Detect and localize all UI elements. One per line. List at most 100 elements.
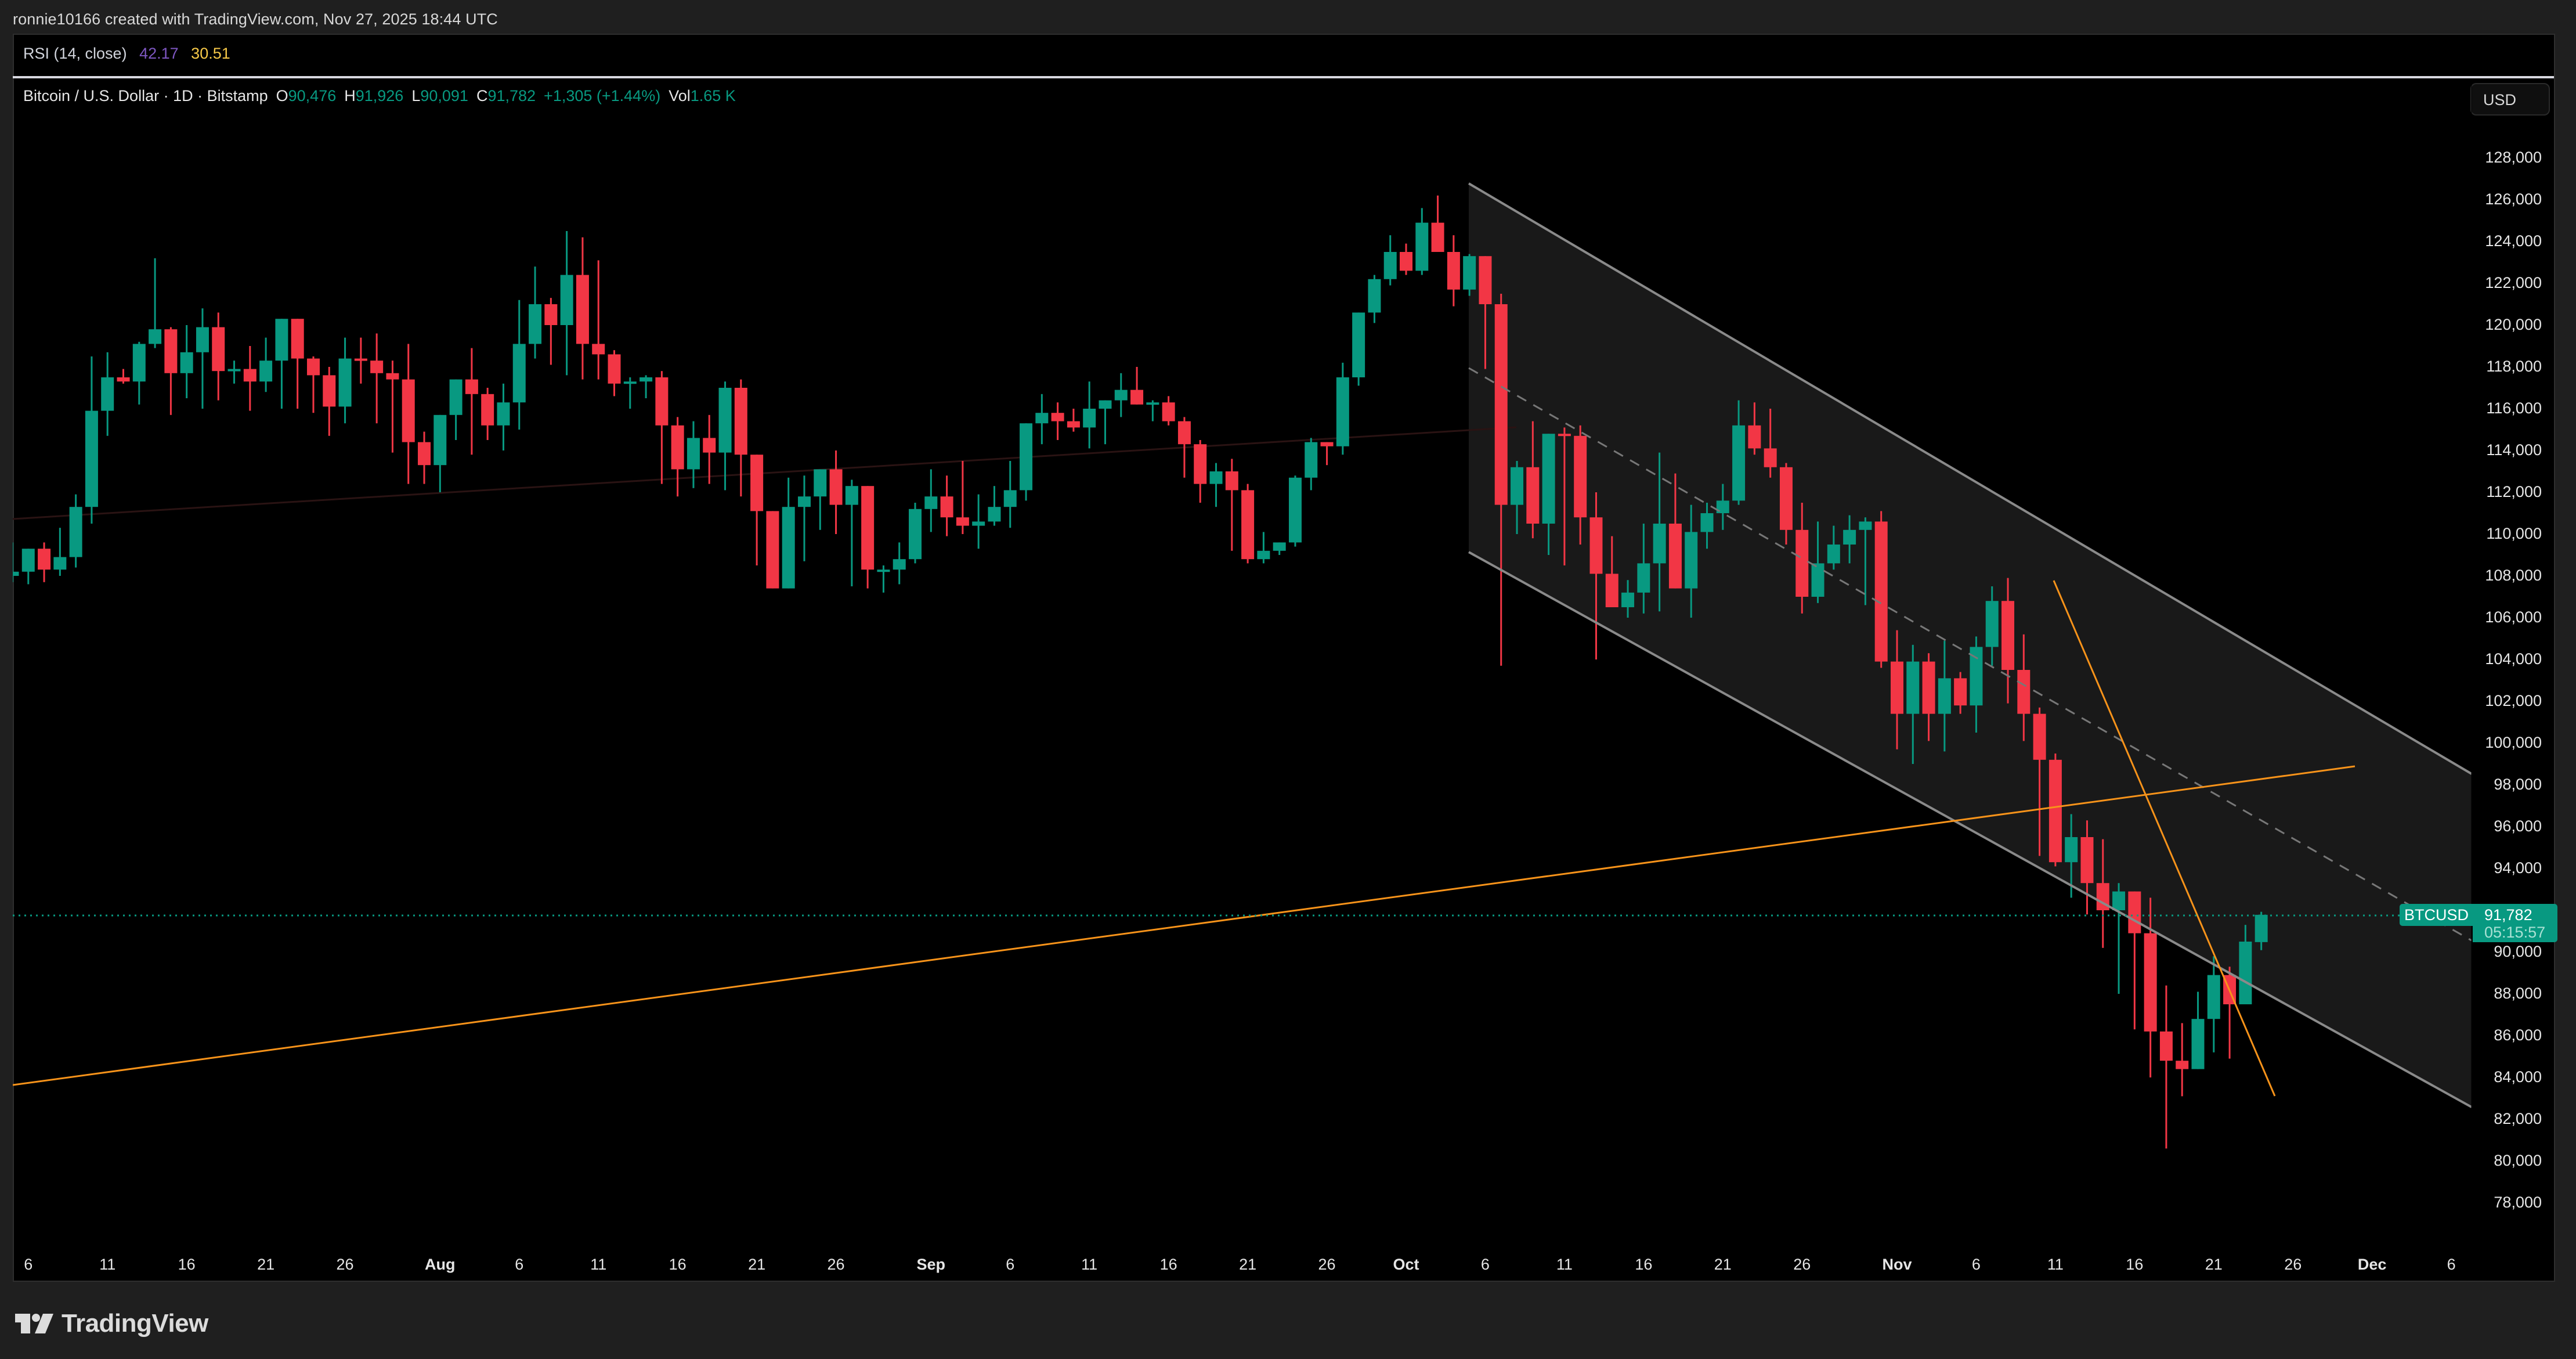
candle-up[interactable] [687,438,700,470]
candle-up[interactable] [845,486,858,505]
candle-up[interactable] [797,496,811,507]
candle-down[interactable] [1431,222,1444,252]
candle-down[interactable] [2144,933,2157,1032]
candle-down[interactable] [2017,670,2031,714]
orange-trendline-steep[interactable] [2053,580,2276,1097]
candle-down[interactable] [1494,304,1508,505]
candle-up[interactable] [1336,377,1349,446]
rsi-pane[interactable]: RSI (14, close) 42.17 30.51 [13,35,2554,75]
candle-down[interactable] [164,329,178,373]
candle-down[interactable] [703,438,716,453]
candle-up[interactable] [2112,891,2126,910]
candle-down[interactable] [671,425,684,470]
candle-up[interactable] [1083,409,1096,428]
candle-down[interactable] [1067,421,1080,428]
candle-down[interactable] [1779,467,1793,530]
candle-down[interactable] [418,442,431,466]
candle-up[interactable] [1099,400,1112,409]
candle-down[interactable] [956,517,969,526]
candle-down[interactable] [592,344,605,355]
candle-down[interactable] [655,377,669,426]
orange-trendline-long[interactable] [13,765,2355,1086]
candle-down[interactable] [1400,252,1412,271]
candle-down[interactable] [861,486,875,570]
candle-down[interactable] [354,358,367,361]
candle-up[interactable] [149,329,162,344]
candle-up[interactable] [275,319,288,361]
candle-up[interactable] [1970,647,1983,706]
candle-up[interactable] [1257,550,1270,560]
candle-down[interactable] [2033,713,2046,760]
candle-up[interactable] [1003,490,1017,507]
candle-down[interactable] [1605,574,1618,607]
candle-up[interactable] [1700,513,1714,532]
candle-down[interactable] [1574,435,1587,518]
candle-down[interactable] [0,549,3,576]
candle-up[interactable] [988,507,1001,522]
candle-up[interactable] [497,402,510,426]
candle-down[interactable] [1954,678,1967,706]
candle-up[interactable] [1368,279,1381,313]
candle-up[interactable] [449,379,463,415]
candle-down[interactable] [306,358,320,376]
candle-down[interactable] [1479,256,1492,304]
candle-up[interactable] [1305,442,1318,478]
candle-up[interactable] [1843,529,1856,545]
candle-down[interactable] [370,361,384,373]
candle-up[interactable] [259,361,273,382]
candle-up[interactable] [1811,563,1824,597]
candle-down[interactable] [1526,467,1540,524]
candle-down[interactable] [243,369,256,382]
candle-up[interactable] [1415,222,1429,271]
candle-up[interactable] [1938,678,1951,714]
candle-up[interactable] [132,344,146,382]
candle-down[interactable] [1890,661,1903,714]
candle-up[interactable] [1209,471,1223,484]
candle-down[interactable] [323,375,336,407]
candle-down[interactable] [766,511,779,589]
candle-up[interactable] [1621,592,1635,607]
candle-down[interactable] [734,388,747,455]
candle-down[interactable] [2001,601,2015,670]
candle-up[interactable] [53,557,67,570]
candle-up[interactable] [6,571,19,576]
candle-down[interactable] [2080,837,2094,884]
candle-down[interactable] [481,394,494,426]
candle-up[interactable] [1985,601,1999,647]
candle-up[interactable] [1383,252,1397,279]
channel-upper-line[interactable] [1468,182,2472,775]
candle-down[interactable] [1668,524,1682,589]
candle-down[interactable] [1764,448,1777,467]
candle-up[interactable] [1653,524,1666,564]
candle-up[interactable] [909,509,922,560]
candle-up[interactable] [2065,837,2078,863]
candle-down[interactable] [1874,521,1888,662]
candle-down[interactable] [1177,421,1191,445]
candle-down[interactable] [212,327,225,372]
candle-up[interactable] [2207,975,2220,1019]
candle-up[interactable] [1827,545,1840,564]
candle-down[interactable] [2096,883,2109,910]
candle-down[interactable] [1225,471,1238,491]
candle-down[interactable] [117,377,130,382]
candle-up[interactable] [1114,390,1128,401]
candle-down[interactable] [38,549,51,570]
candle-up[interactable] [877,569,890,572]
candle-up[interactable] [1716,500,1729,513]
candle-down[interactable] [1748,425,1761,449]
candle-down[interactable] [576,275,589,344]
candle-up[interactable] [814,469,827,497]
candle-down[interactable] [1241,490,1255,560]
candle-down[interactable] [1194,444,1207,484]
candle-up[interactable] [1146,402,1159,405]
candle-up[interactable] [640,377,653,382]
candle-up[interactable] [623,381,637,384]
candle-up[interactable] [1035,413,1049,424]
tradingview-logo[interactable]: TradingView [15,1309,208,1338]
candle-down[interactable] [1130,390,1144,405]
candle-up[interactable] [1732,425,1746,501]
candle-down[interactable] [2128,891,2141,933]
candle-up[interactable] [101,377,114,411]
candle-up[interactable] [782,507,795,589]
